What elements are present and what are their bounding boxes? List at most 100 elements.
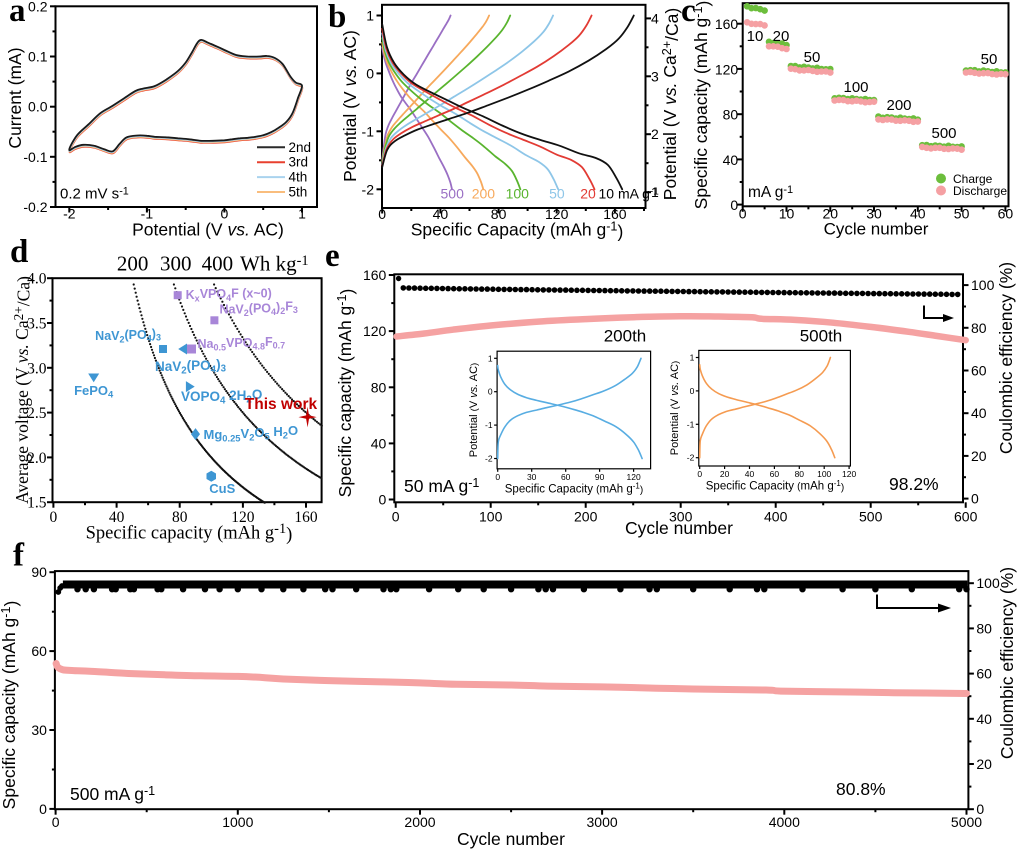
svg-text:10 mA g-1: 10 mA g-1 <box>599 186 660 202</box>
svg-text:600: 600 <box>954 508 978 524</box>
svg-text:0: 0 <box>366 65 374 81</box>
svg-text:40: 40 <box>976 711 992 727</box>
svg-text:20: 20 <box>971 448 987 464</box>
svg-text:Specific capacity (mAh g-1): Specific capacity (mAh g-1) <box>86 521 293 545</box>
svg-text:Potential (V vs. AC): Potential (V vs. AC) <box>132 220 284 240</box>
svg-text:Specific capacity (mAh g-1): Specific capacity (mAh g-1) <box>691 1 713 210</box>
svg-text:20: 20 <box>823 206 839 222</box>
svg-text:20: 20 <box>773 28 790 45</box>
svg-text:120: 120 <box>715 61 739 77</box>
svg-text:98.2%: 98.2% <box>889 474 939 494</box>
svg-text:90: 90 <box>31 564 47 580</box>
svg-text:20: 20 <box>580 186 596 202</box>
svg-text:40: 40 <box>109 509 125 526</box>
svg-text:Na0.5VPO4.8F0.7: Na0.5VPO4.8F0.7 <box>198 335 286 352</box>
svg-text:500: 500 <box>931 125 956 142</box>
svg-text:100: 100 <box>971 277 995 293</box>
svg-text:0.2 mV s-1: 0.2 mV s-1 <box>60 185 129 202</box>
svg-text:100: 100 <box>479 508 503 524</box>
svg-text:30: 30 <box>527 472 537 482</box>
svg-text:80: 80 <box>371 379 387 395</box>
svg-text:Potential (V vs. Ca2+/Ca): Potential (V vs. Ca2+/Ca) <box>660 8 682 200</box>
svg-text:100: 100 <box>843 79 868 96</box>
svg-text:2.0: 2.0 <box>27 450 47 467</box>
svg-text:80: 80 <box>723 107 739 123</box>
svg-text:200th: 200th <box>604 327 647 346</box>
svg-text:120: 120 <box>231 509 255 526</box>
svg-text:1: 1 <box>488 353 493 363</box>
svg-text:50: 50 <box>549 186 565 202</box>
svg-text:-2: -2 <box>63 206 76 222</box>
svg-text:2nd: 2nd <box>289 140 312 155</box>
svg-text:0.1: 0.1 <box>28 49 48 65</box>
svg-text:1: 1 <box>651 184 659 200</box>
svg-text:Discharge: Discharge <box>953 184 1007 198</box>
svg-text:0: 0 <box>52 814 60 830</box>
svg-text:0: 0 <box>976 801 984 817</box>
svg-text:0: 0 <box>690 386 695 396</box>
svg-text:d: d <box>10 234 28 270</box>
svg-text:Potential (V vs. AC): Potential (V vs. AC) <box>669 361 681 455</box>
svg-text:a: a <box>9 0 26 29</box>
svg-text:b: b <box>328 0 346 35</box>
svg-text:80: 80 <box>172 509 188 526</box>
svg-text:400: 400 <box>202 252 234 276</box>
svg-text:Potential (V vs. AC): Potential (V vs. AC) <box>340 30 360 182</box>
svg-text:0: 0 <box>730 197 738 213</box>
svg-text:3000: 3000 <box>587 814 618 830</box>
svg-text:0: 0 <box>739 206 747 222</box>
svg-text:5th: 5th <box>289 185 308 200</box>
svg-text:NaV2(PO4)2F3: NaV2(PO4)2F3 <box>219 299 297 317</box>
svg-text:30: 30 <box>866 206 882 222</box>
svg-text:e: e <box>325 238 340 274</box>
svg-text:50: 50 <box>954 206 970 222</box>
svg-text:60: 60 <box>976 666 992 682</box>
svg-text:0: 0 <box>495 472 500 482</box>
svg-text:4.0: 4.0 <box>27 271 47 288</box>
svg-text:mA g-1: mA g-1 <box>748 184 793 201</box>
svg-text:500: 500 <box>441 186 465 202</box>
svg-text:0: 0 <box>221 206 229 222</box>
svg-text:5000: 5000 <box>951 814 982 830</box>
svg-text:200: 200 <box>472 186 496 202</box>
svg-text:300: 300 <box>669 508 693 524</box>
svg-text:200: 200 <box>117 252 149 276</box>
svg-text:Cycle number: Cycle number <box>625 518 733 538</box>
svg-text:Mg0.25V2O5 H2O: Mg0.25V2O5 H2O <box>203 423 298 444</box>
svg-text:100: 100 <box>506 186 530 202</box>
svg-text:40: 40 <box>745 469 755 479</box>
svg-text:4: 4 <box>651 10 659 26</box>
svg-text:60: 60 <box>998 206 1014 222</box>
svg-text:500: 500 <box>859 508 883 524</box>
svg-text:160: 160 <box>294 509 318 526</box>
svg-text:500th: 500th <box>800 327 843 346</box>
svg-text:50 mA g-1: 50 mA g-1 <box>404 476 479 496</box>
svg-text:Coulombic efficiency (%): Coulombic efficiency (%) <box>996 262 1016 454</box>
svg-text:Specific capacity (mAh g-1): Specific capacity (mAh g-1) <box>0 601 21 810</box>
svg-text:NaV2(PO4)3: NaV2(PO4)3 <box>95 327 161 344</box>
svg-text:160: 160 <box>363 267 387 283</box>
svg-text:80: 80 <box>491 206 507 222</box>
svg-text:10: 10 <box>747 28 764 45</box>
svg-text:1.5: 1.5 <box>27 495 47 512</box>
svg-text:40: 40 <box>433 206 449 222</box>
svg-text:120: 120 <box>363 323 387 339</box>
svg-text:-2: -2 <box>362 181 375 197</box>
svg-text:100: 100 <box>817 469 831 479</box>
svg-text:KxVPO4F (x~0): KxVPO4F (x~0) <box>186 286 272 303</box>
svg-text:50: 50 <box>804 49 821 66</box>
svg-text:0: 0 <box>378 206 386 222</box>
svg-text:40: 40 <box>910 206 926 222</box>
svg-text:Coulombic efficiency (%): Coulombic efficiency (%) <box>997 567 1017 759</box>
svg-text:CuS: CuS <box>209 481 235 496</box>
svg-text:This work: This work <box>245 396 318 413</box>
svg-text:90: 90 <box>595 472 605 482</box>
svg-text:VOPO4 2H2O: VOPO4 2H2O <box>181 387 262 407</box>
svg-text:60: 60 <box>971 363 987 379</box>
svg-text:80: 80 <box>795 469 805 479</box>
svg-text:2000: 2000 <box>404 814 435 830</box>
svg-text:1000: 1000 <box>222 814 253 830</box>
svg-text:-1: -1 <box>485 420 493 430</box>
svg-text:0: 0 <box>392 508 400 524</box>
svg-text:80: 80 <box>971 320 987 336</box>
